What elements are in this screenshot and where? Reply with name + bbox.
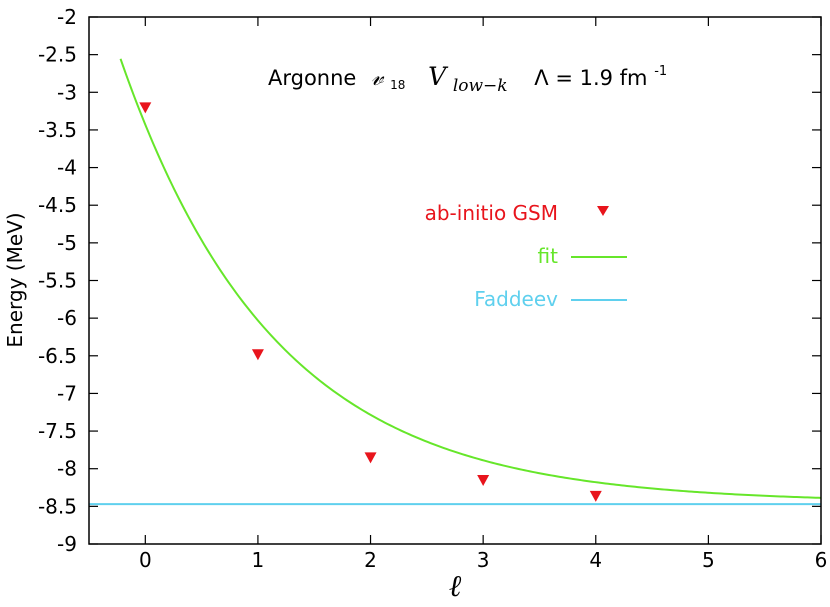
- legend-label-fit: fit: [538, 244, 559, 268]
- y-tick-label: -6.5: [38, 344, 77, 368]
- y-tick-label: -4.5: [38, 193, 77, 217]
- legend-item-fit: fit: [538, 244, 627, 268]
- series-layer: [89, 58, 821, 506]
- legend-label-faddeev: Faddeev: [474, 287, 558, 311]
- gsm-data-point: [364, 452, 377, 464]
- title-prefix: Argonne: [268, 66, 356, 90]
- x-tick-label: 6: [815, 548, 828, 572]
- svg-text:Argonne 𝓋 18: Argonne 𝓋 18 V low−k Λ = 1.9 fm -1: [268, 62, 667, 96]
- x-tick-label: 4: [589, 548, 602, 572]
- legend-item-faddeev: Faddeev: [474, 287, 627, 311]
- gsm-data-point: [477, 475, 490, 487]
- y-tick-label: -8: [57, 457, 77, 481]
- x-tick-label: 1: [252, 548, 265, 572]
- y-tick-label: -7.5: [38, 419, 77, 443]
- y-tick-label: -8.5: [38, 494, 77, 518]
- title-cutoff-exponent: -1: [654, 64, 667, 79]
- plot-frame: [88, 16, 822, 545]
- y-tick-label: -2: [57, 5, 77, 29]
- y-tick-label: -7: [57, 381, 77, 405]
- title-cutoff: Λ = 1.9 fm: [534, 66, 647, 90]
- y-tick-label: -4: [57, 156, 77, 180]
- y-axis-label: Energy (MeV): [3, 212, 27, 347]
- chart-title: Argonne 𝓋 18 V low−k Λ = 1.9 fm -1: [268, 62, 667, 96]
- x-tick-label: 3: [477, 548, 490, 572]
- x-tick-label: 0: [139, 548, 152, 572]
- x-tick-label: 5: [702, 548, 715, 572]
- title-potential-subscript: low−k: [453, 76, 508, 96]
- y-tick-label: -6: [57, 306, 77, 330]
- x-axis-label: ℓ: [449, 569, 462, 602]
- title-potential: V: [428, 62, 449, 91]
- legend-swatch-gsm: [597, 206, 609, 216]
- gsm-data-point: [251, 349, 264, 361]
- legend: ab-initio GSM fit Faddeev: [425, 201, 627, 311]
- y-tick-label: -5.5: [38, 269, 77, 293]
- tick-layer: 0 1 2 3 4 5 6 -2 -2.5 -3 -3.5 -4 -4.5 -5 -5.5 -6 -6.5 -7 -…: [38, 5, 827, 572]
- y-tick-label: -2.5: [38, 43, 77, 67]
- title-v-subscript: 18: [390, 78, 405, 92]
- y-tick-label: -3.5: [38, 118, 77, 142]
- y-tick-label: -5: [57, 231, 77, 255]
- gsm-data-point: [589, 490, 602, 502]
- title-v-symbol: 𝓋: [371, 62, 385, 91]
- fit-curve: [119, 58, 821, 499]
- legend-item-gsm: ab-initio GSM: [425, 201, 609, 225]
- legend-label-gsm: ab-initio GSM: [425, 201, 558, 225]
- x-tick-label: 2: [364, 548, 377, 572]
- y-tick-label: -9: [57, 532, 77, 556]
- gsm-data-point: [139, 102, 152, 114]
- y-tick-label: -3: [57, 80, 77, 104]
